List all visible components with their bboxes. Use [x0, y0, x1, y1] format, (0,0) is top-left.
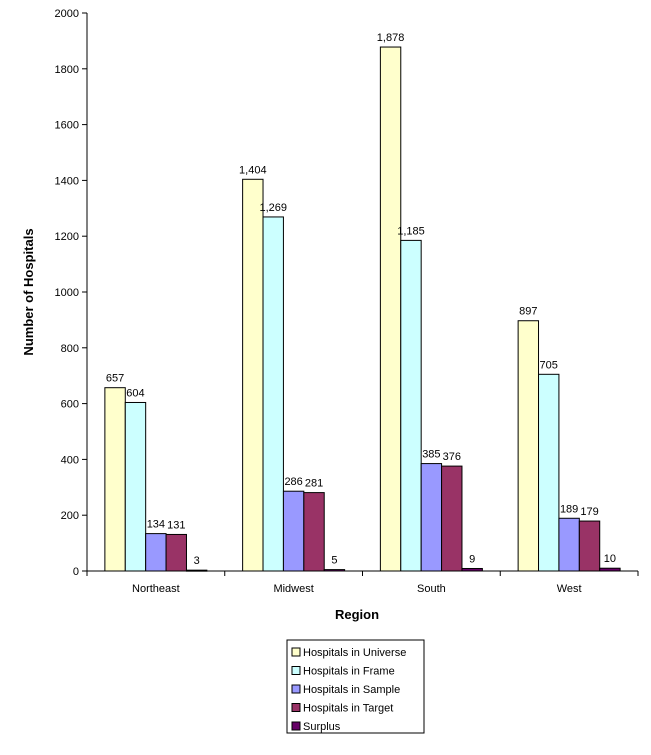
bar: [124, 401, 147, 572]
legend-label: Hospitals in Frame: [303, 666, 395, 678]
legend: Hospitals in Universe Hospitals in Frame H…: [286, 639, 425, 734]
bar: [262, 216, 284, 572]
data-label: 604: [126, 387, 144, 399]
x-axis-title: Region: [335, 607, 379, 622]
bar: [104, 387, 126, 572]
bar: [145, 533, 167, 572]
y-tick-label: 1400: [55, 175, 79, 187]
legend-label: Hospitals in Sample: [303, 684, 400, 696]
y-axis-title: Number of Hospitals: [21, 228, 36, 355]
data-label: 131: [167, 519, 185, 531]
x-tick-label: Northeast: [132, 583, 180, 595]
bar: [517, 320, 540, 572]
bar: [558, 517, 580, 572]
y-tick-label: 1800: [55, 64, 79, 76]
data-label: 3: [194, 555, 200, 567]
bar: [400, 239, 422, 572]
legend-swatch: [291, 703, 301, 712]
data-label: 189: [560, 503, 578, 515]
legend-label: Surplus: [303, 721, 341, 733]
x-tick-label: South: [417, 583, 446, 595]
bar: [282, 490, 305, 572]
y-tick-label: 1000: [55, 287, 79, 299]
bar: [303, 492, 325, 572]
data-label: 376: [443, 451, 461, 463]
legend-swatch: [291, 684, 301, 694]
y-tick-label: 600: [61, 399, 79, 411]
data-label: 657: [106, 373, 124, 385]
x-tick-label: West: [557, 583, 582, 595]
y-tick-label: 200: [61, 510, 79, 522]
legend-swatch: [291, 721, 301, 731]
data-label: 1,269: [259, 202, 287, 214]
data-label: 5: [331, 555, 337, 567]
bar: [441, 465, 463, 572]
data-label: 385: [422, 449, 440, 461]
y-tick-label: 1200: [55, 231, 79, 243]
data-label: 897: [519, 306, 537, 318]
data-label: 10: [604, 553, 616, 565]
bar: [420, 463, 443, 572]
y-tick-label: 400: [61, 454, 79, 466]
legend-swatch: [291, 666, 301, 675]
bar: [578, 520, 601, 572]
data-label: 134: [147, 519, 165, 531]
data-label: 9: [469, 553, 475, 565]
legend-label: Hospitals in Target: [303, 703, 393, 715]
bar: [242, 178, 264, 572]
bar: [538, 373, 560, 572]
x-tick-label: Midwest: [273, 583, 313, 595]
data-label: 1,185: [397, 225, 425, 237]
y-tick-label: 1600: [55, 120, 79, 132]
bar: [379, 46, 402, 572]
data-label: 179: [580, 506, 598, 518]
bar: [165, 533, 187, 572]
y-tick-label: 0: [73, 566, 79, 578]
data-label: 1,878: [377, 32, 405, 44]
legend-swatch: [291, 647, 301, 657]
y-tick-label: 800: [61, 343, 79, 355]
data-label: 281: [305, 478, 323, 490]
axes-layer: Northeast Midwest South West 0 200 400 600 800 10…: [55, 8, 639, 595]
data-label: 286: [284, 476, 302, 488]
legend-box: [286, 639, 425, 734]
data-label: 1,404: [239, 164, 267, 176]
data-label: 705: [540, 359, 558, 371]
legend-label: Hospitals in Universe: [303, 647, 406, 659]
y-tick-label: 2000: [55, 8, 79, 20]
